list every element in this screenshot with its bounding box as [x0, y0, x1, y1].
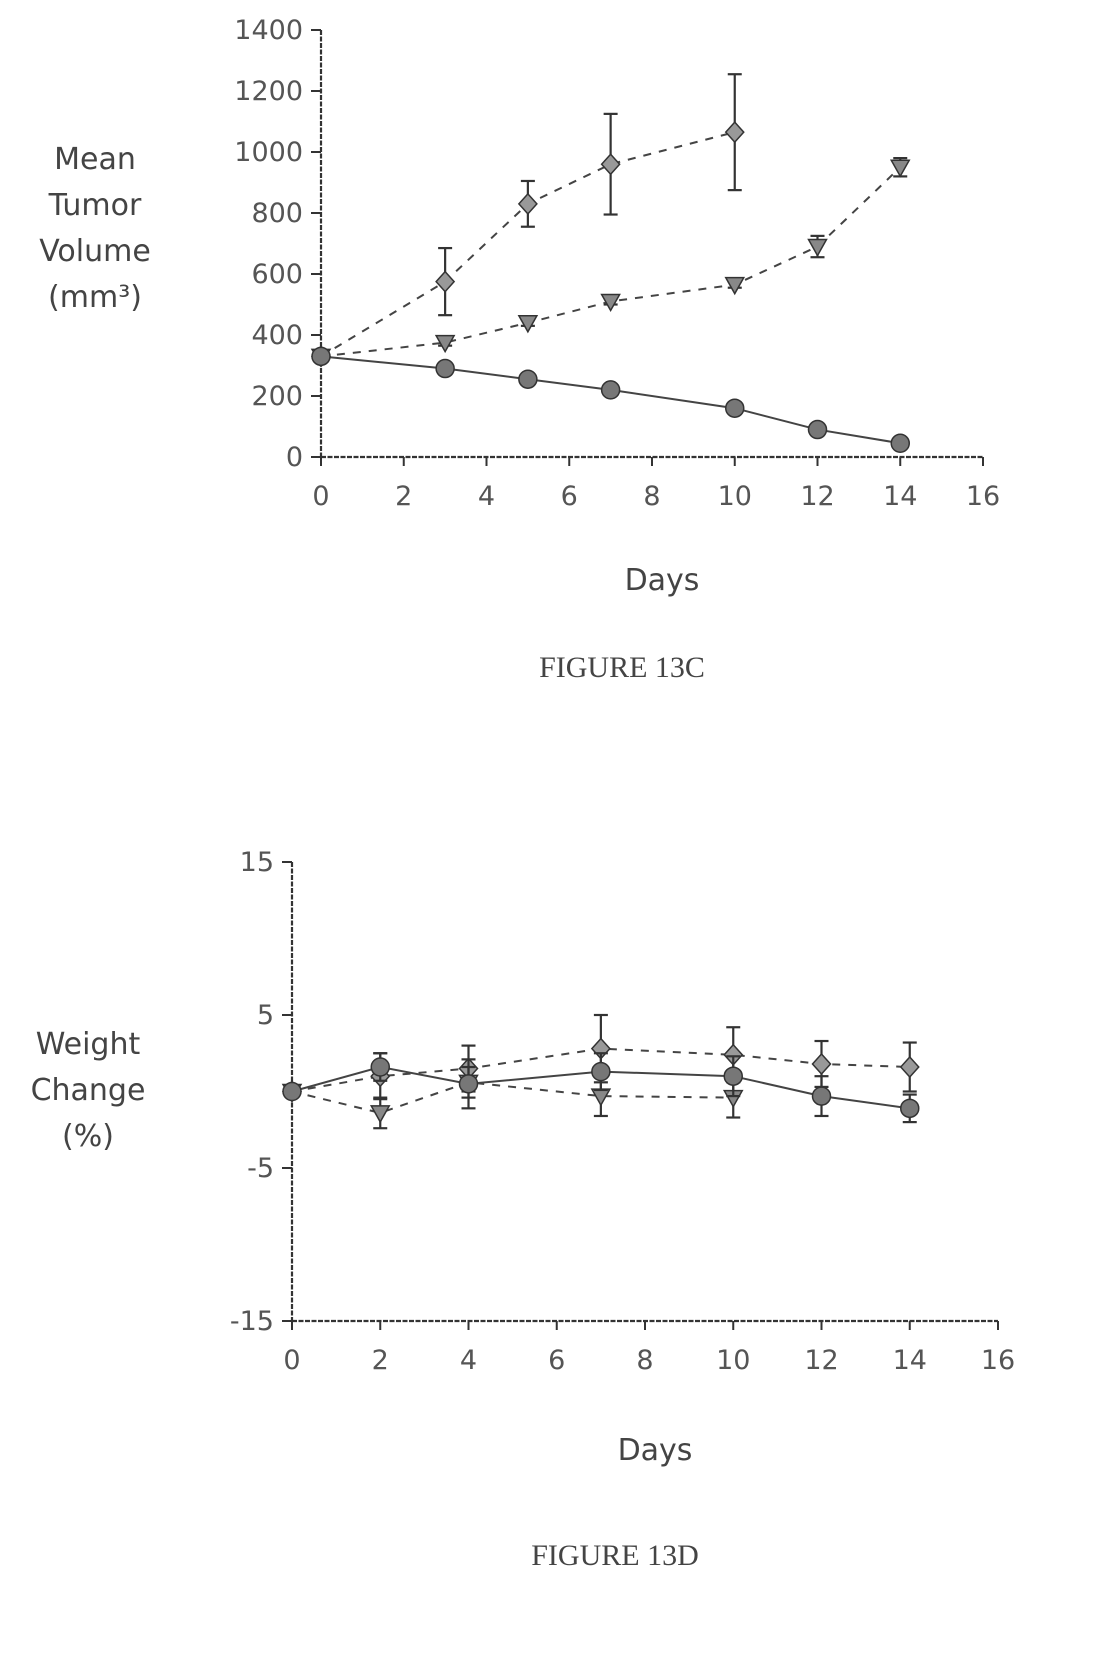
fig2-x-tick-label: 12: [804, 1345, 838, 1376]
fig1-y-tick-label: 200: [251, 381, 303, 412]
fig2-y-axis-label: Change: [31, 1073, 146, 1108]
fig2-caption: FIGURE 13D: [531, 1539, 699, 1572]
fig1-x-tick-label: 2: [395, 481, 412, 512]
fig1-x-tick-label: 12: [800, 481, 834, 512]
fig2-x-tick-label: 6: [548, 1345, 565, 1376]
fig2-y-tick-label: 15: [240, 847, 274, 878]
fig1-series-1-point: [517, 192, 538, 215]
fig2-series-1-point: [811, 1052, 832, 1076]
fig1-series-2-point: [434, 334, 456, 354]
fig1-y-tick-label: 600: [251, 259, 303, 290]
fig2-x-tick-label: 8: [636, 1345, 653, 1376]
fig1-series-2-point: [600, 293, 621, 312]
fig1-y-tick-label: 0: [286, 442, 303, 473]
fig1-y-axis-label: Mean: [54, 142, 136, 177]
fig1-y-tick-label: 1000: [234, 137, 303, 168]
fig2-series-1-point: [899, 1055, 920, 1079]
fig1-series-3-point: [725, 398, 745, 418]
fig2-series-3-point: [282, 1081, 302, 1102]
fig1-x-tick-label: 0: [312, 481, 329, 512]
fig2-series-3-point: [811, 1086, 832, 1106]
fig1-series-3-point: [311, 346, 331, 367]
fig2-x-axis-label: Days: [618, 1433, 693, 1468]
fig2-series-3-point: [591, 1061, 611, 1082]
fig1-series-2-point: [889, 159, 911, 178]
fig1-series-3-point: [890, 433, 910, 454]
figure-13c-chart: 0 2 4 6 8 10 12 14 16 0 200 400 600 800 1000 1200 1400 Me…: [39, 15, 1000, 684]
fig1-x-tick-label: 14: [883, 481, 917, 512]
fig2-y-axis-label: Weight: [36, 1027, 141, 1062]
fig1-series-2-point: [724, 276, 746, 296]
fig1-x-axis-label: Days: [625, 563, 700, 598]
figure-13d-chart: 0 2 4 6 8 10 12 14 16 15 5 -5 -15 Weight Change (%) Days…: [31, 847, 1016, 1572]
fig1-series-3-point: [600, 380, 621, 400]
fig1-y-tick-label: 1200: [234, 76, 303, 107]
fig1-y-axis-label: Tumor: [48, 188, 142, 223]
fig2-series-3-point: [370, 1057, 390, 1077]
fig2-y-tick-label: -5: [247, 1153, 274, 1184]
fig1-series-1-point: [724, 121, 745, 144]
fig2-series-3-point: [900, 1098, 920, 1119]
fig1-series-1-point: [435, 270, 456, 293]
fig1-series-3-point: [807, 419, 828, 440]
fig2-x-tick-label: 2: [372, 1345, 389, 1376]
fig1-series-2-point: [807, 238, 828, 258]
fig2-series-3-point: [458, 1074, 479, 1094]
fig2-y-axis-label: (%): [62, 1119, 114, 1154]
fig1-y-axis-label: Volume: [39, 234, 151, 269]
fig2-x-tick-label: 16: [981, 1345, 1015, 1376]
fig1-series-3-point: [518, 369, 538, 389]
fig2-series-2-line: [291, 1081, 734, 1114]
fig2-series-2-point: [369, 1105, 391, 1124]
fig2-y-tick-label: 5: [257, 1000, 274, 1031]
fig1-series-2-point: [517, 315, 539, 334]
fig2-x-tick-label: 4: [460, 1345, 477, 1376]
fig1-x-tick-label: 8: [643, 481, 660, 512]
fig1-series-3-point: [435, 358, 455, 379]
fig1-y-tick-label: 800: [251, 198, 303, 229]
fig1-y-axis-label: (mm³): [48, 280, 142, 315]
fig1-x-tick-label: 10: [718, 481, 752, 512]
fig2-y-tick-label: -15: [230, 1306, 274, 1337]
fig2-x-tick-label: 14: [893, 1345, 927, 1376]
fig1-series-1-point: [600, 153, 621, 176]
fig2-x-tick-label: 10: [716, 1345, 750, 1376]
fig1-x-tick-label: 6: [561, 481, 578, 512]
fig2-series-3-point: [723, 1066, 743, 1086]
fig1-x-tick-label: 16: [966, 481, 1000, 512]
fig1-caption: FIGURE 13C: [539, 651, 705, 684]
fig2-x-tick-label: 0: [283, 1345, 300, 1376]
fig1-x-tick-label: 4: [478, 481, 495, 512]
fig1-y-tick-label: 1400: [234, 15, 303, 46]
fig1-y-tick-label: 400: [251, 320, 303, 351]
